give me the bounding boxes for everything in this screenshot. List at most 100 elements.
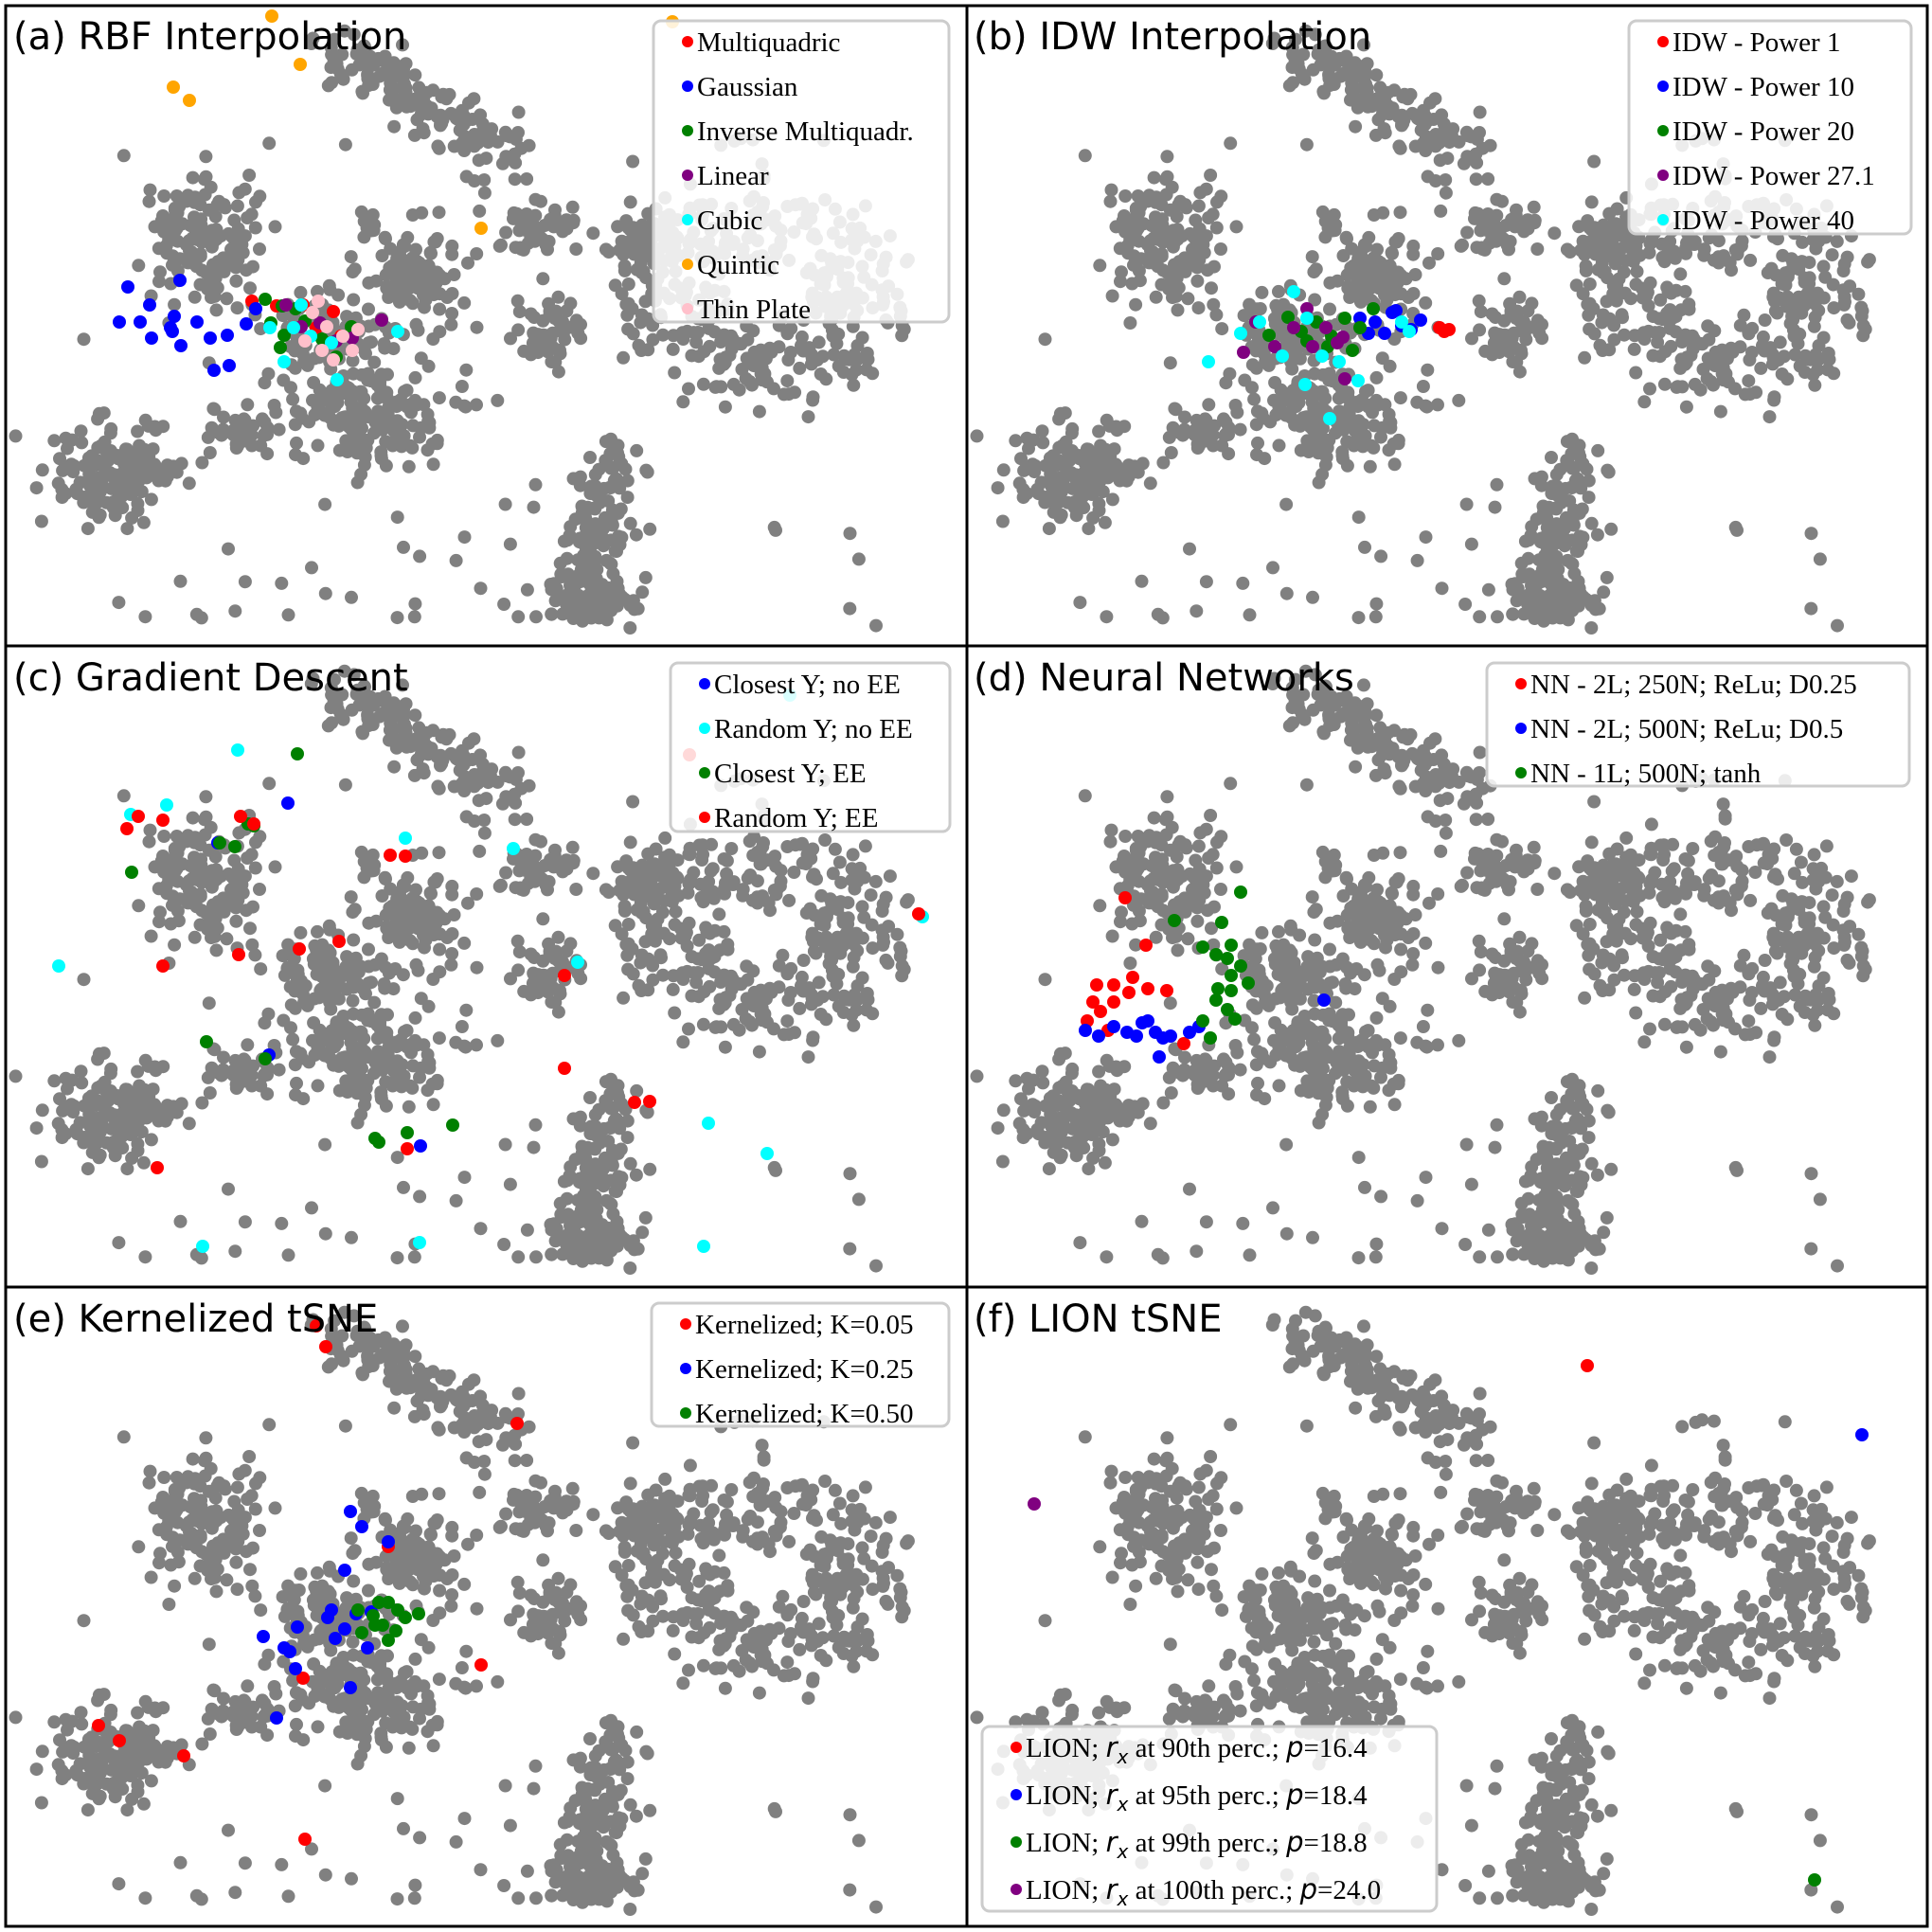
- background-point: [1749, 385, 1763, 400]
- background-point: [457, 784, 472, 797]
- background-point: [1190, 274, 1205, 288]
- background-point: [1312, 475, 1326, 490]
- background-point: [850, 363, 864, 377]
- background-point: [1368, 252, 1382, 265]
- background-point: [1517, 326, 1531, 340]
- background-point: [382, 700, 395, 714]
- background-point: [168, 297, 182, 312]
- background-point: [350, 409, 365, 423]
- background-point: [1021, 459, 1035, 474]
- background-point: [143, 823, 157, 837]
- background-point: [362, 942, 375, 957]
- background-point: [1196, 238, 1210, 252]
- background-point: [397, 540, 410, 554]
- background-point: [1315, 386, 1329, 401]
- background-point: [457, 530, 472, 545]
- background-point: [335, 1055, 349, 1069]
- background-point: [328, 32, 341, 46]
- background-point: [262, 777, 277, 791]
- background-point: [848, 988, 862, 1002]
- background-point: [444, 317, 458, 331]
- background-point: [318, 497, 332, 511]
- background-point: [1054, 485, 1068, 499]
- background-point: [556, 314, 569, 329]
- background-point: [542, 235, 556, 248]
- background-point: [1277, 297, 1291, 312]
- background-point: [618, 242, 633, 257]
- background-point: [188, 290, 202, 304]
- background-point: [186, 811, 200, 825]
- background-point: [144, 492, 158, 507]
- background-point: [780, 1014, 795, 1029]
- background-point: [426, 457, 440, 472]
- background-point: [1522, 567, 1536, 581]
- background-point: [431, 139, 445, 153]
- background-point: [410, 113, 424, 127]
- background-point: [1556, 578, 1570, 592]
- background-point: [517, 344, 531, 358]
- background-point: [179, 834, 193, 849]
- background-point: [417, 288, 430, 302]
- background-point: [1497, 272, 1512, 286]
- background-point: [337, 24, 351, 38]
- background-point: [1837, 290, 1852, 304]
- background-point: [734, 977, 748, 992]
- background-point: [1481, 172, 1495, 186]
- background-point: [577, 607, 591, 621]
- background-point: [426, 973, 440, 986]
- background-point: [1510, 594, 1524, 608]
- background-point: [1068, 494, 1082, 509]
- background-point: [543, 308, 557, 322]
- background-point: [1250, 448, 1263, 462]
- background-point: [566, 472, 581, 486]
- background-point: [1340, 232, 1353, 246]
- background-point: [577, 558, 591, 572]
- background-point: [290, 1076, 303, 1090]
- background-point: [1118, 224, 1133, 239]
- background-point: [1378, 398, 1392, 412]
- background-point: [244, 848, 259, 862]
- background-point: [1637, 395, 1652, 409]
- background-point: [1371, 266, 1386, 280]
- background-point: [564, 605, 577, 619]
- background-point: [1830, 234, 1844, 248]
- background-point: [399, 725, 413, 740]
- background-point: [375, 249, 389, 262]
- background-point: [617, 350, 631, 365]
- background-point: [1093, 259, 1107, 273]
- background-point: [1804, 601, 1818, 616]
- background-point: [131, 496, 145, 510]
- background-point: [1208, 259, 1221, 274]
- background-point: [1512, 365, 1527, 379]
- background-point: [1422, 256, 1436, 270]
- background-point: [1358, 540, 1371, 554]
- background-point: [373, 1015, 387, 1029]
- background-point: [417, 928, 430, 942]
- background-point: [426, 1098, 440, 1112]
- background-point: [1035, 424, 1049, 438]
- background-point: [353, 1027, 367, 1041]
- background-point: [1351, 611, 1366, 625]
- background-point: [457, 295, 472, 310]
- background-point: [1607, 318, 1621, 332]
- background-point: [379, 232, 392, 246]
- background-point: [402, 459, 416, 474]
- background-point: [456, 109, 471, 123]
- background-point: [1551, 563, 1565, 577]
- background-point: [1393, 206, 1407, 220]
- background-point: [399, 285, 413, 299]
- background-point: [199, 790, 213, 804]
- background-point: [382, 60, 395, 74]
- background-point: [133, 438, 147, 453]
- background-point: [1469, 172, 1483, 187]
- background-point: [545, 607, 559, 621]
- background-point: [875, 904, 889, 918]
- background-point: [668, 366, 682, 380]
- background-point: [1120, 239, 1135, 253]
- background-point: [603, 1196, 617, 1210]
- background-point: [1673, 267, 1688, 281]
- background-point: [1323, 302, 1336, 316]
- background-point: [528, 477, 543, 492]
- background-point: [788, 385, 802, 400]
- background-point: [168, 938, 182, 952]
